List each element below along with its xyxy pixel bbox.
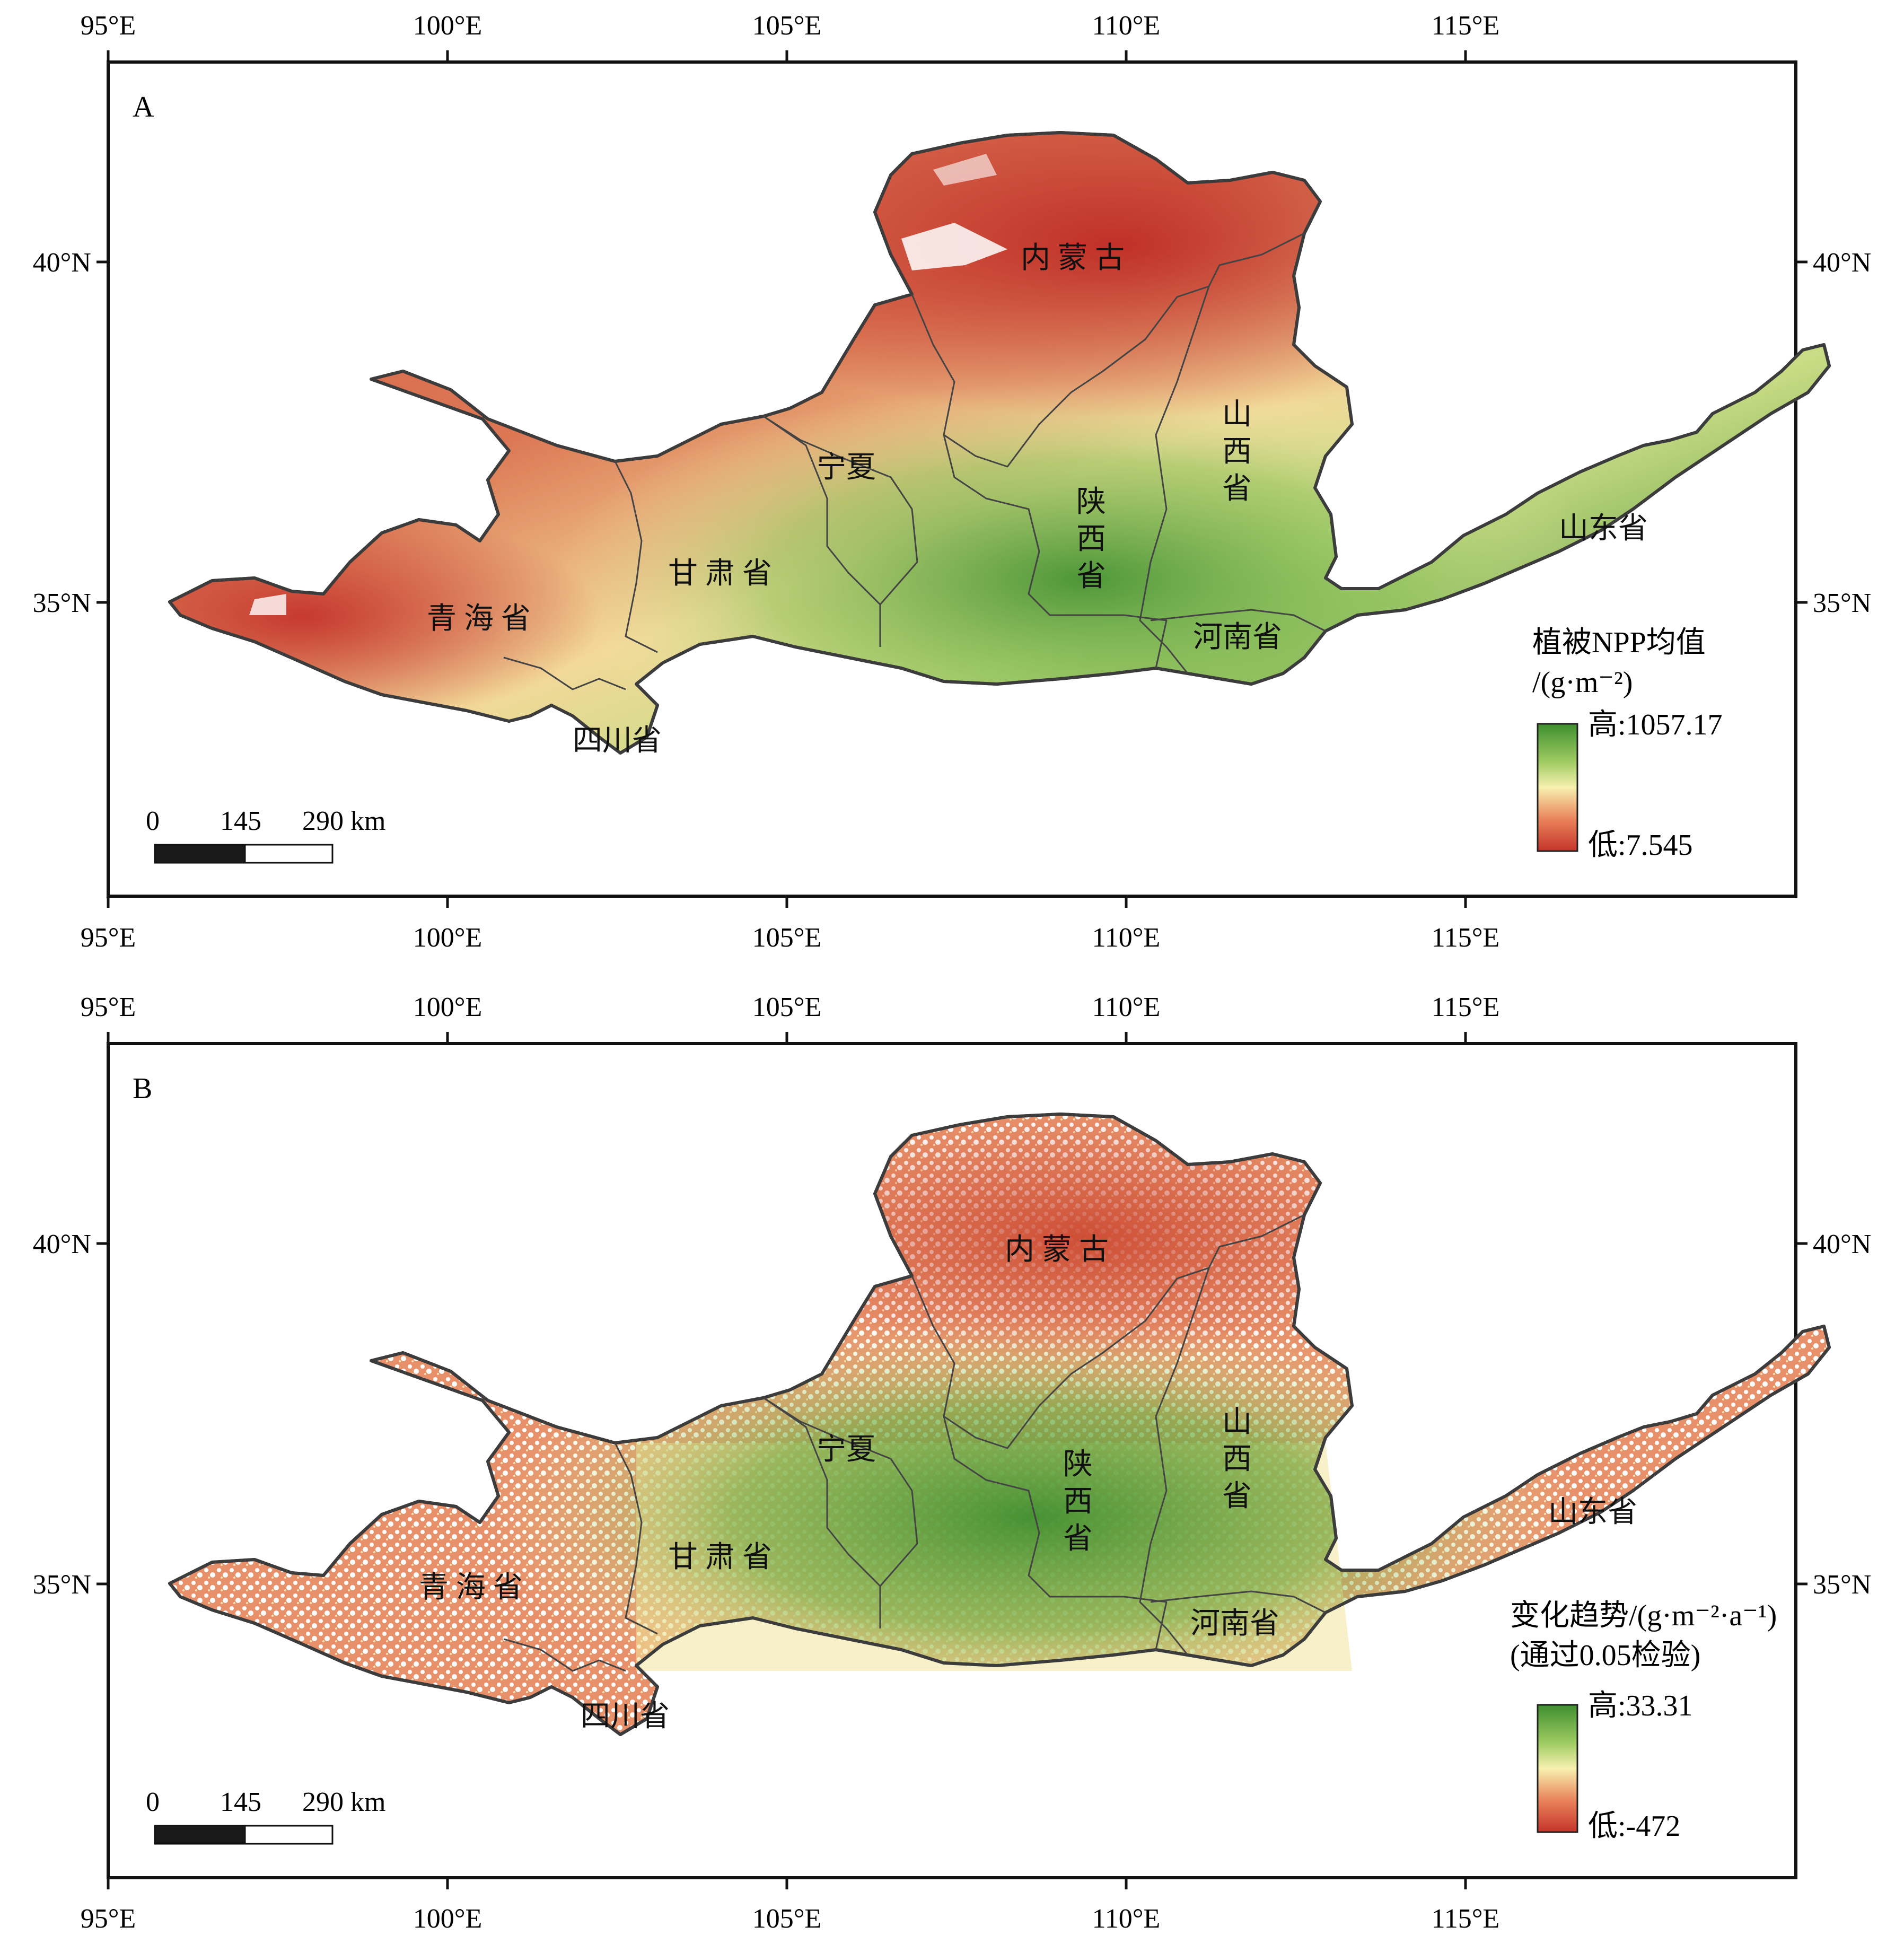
label-shaanxi-b-2: 西 — [1063, 1485, 1093, 1518]
label-henan: 河南省 — [1193, 621, 1282, 654]
label-neimenggu-b: 内 蒙 古 — [1005, 1233, 1109, 1266]
label-gansu-b: 甘 肃 省 — [668, 1541, 772, 1574]
lon-label-top-1-2: 105°E — [752, 992, 822, 1022]
lon-label-top-0-1: 100°E — [413, 11, 482, 41]
lon-label-top-0-2: 105°E — [752, 11, 822, 41]
legend-b-title-1: 变化趋势/(g·m⁻²·a⁻¹) — [1510, 1599, 1777, 1632]
label-shanxi-2: 西 — [1222, 435, 1252, 468]
label-sichuan-b: 四川省 — [581, 1700, 670, 1733]
legend-b-title-2: (通过0.05检验) — [1510, 1639, 1700, 1672]
label-shandong: 山东省 — [1559, 512, 1648, 545]
legend-b-low: 低:-472 — [1588, 1810, 1680, 1843]
legend-a-title-2: /(g·m⁻²) — [1532, 666, 1633, 699]
legend-a-high: 高:1057.17 — [1588, 708, 1723, 741]
lon-label-top-0-4: 115°E — [1432, 11, 1500, 41]
label-henan-b: 河南省 — [1190, 1607, 1279, 1640]
panel-b-map — [170, 1114, 1829, 1735]
label-neimenggu: 内 蒙 古 — [1021, 242, 1125, 275]
label-shanxi-b-1: 山 — [1222, 1406, 1252, 1439]
label-gansu: 甘 肃 省 — [668, 557, 772, 590]
lon-label-bottom-0-0: 95°E — [81, 923, 136, 953]
lon-label-bottom-0-1: 100°E — [413, 923, 482, 953]
legend-a-colorbar — [1537, 723, 1578, 852]
scale-b-label-145: 145 — [220, 1787, 261, 1817]
label-ningxia: 宁夏 — [817, 451, 876, 484]
lat-label-right-1-1: 35°N — [1813, 1570, 1871, 1600]
label-shaanxi-1: 陕 — [1076, 486, 1106, 519]
lon-label-top-1-3: 110°E — [1092, 992, 1161, 1022]
lon-label-top-1-4: 115°E — [1432, 992, 1500, 1022]
legend-a-title-1: 植被NPP均值 — [1532, 626, 1706, 659]
label-shandong-b: 山东省 — [1548, 1496, 1637, 1529]
lon-label-bottom-1-4: 115°E — [1432, 1904, 1500, 1934]
graticule-ticks — [96, 50, 1808, 1889]
panel-b-legend: 变化趋势/(g·m⁻²·a⁻¹) (通过0.05检验) 高:33.31 低:-4… — [1510, 1599, 1777, 1843]
panel-a-province-labels: 内 蒙 古 宁夏 陕 西 省 山 西 省 山东省 甘 肃 省 青 海 省 河南省… — [427, 242, 1648, 757]
lon-label-top-1-1: 100°E — [413, 992, 482, 1022]
lon-label-bottom-1-0: 95°E — [81, 1904, 136, 1934]
lon-label-bottom-0-2: 105°E — [752, 923, 822, 953]
panel-b-province-labels: 内 蒙 古 宁夏 陕 西 省 山 西 省 山东省 甘 肃 省 青 海 省 河南省… — [419, 1233, 1637, 1733]
scale-a-label-145: 145 — [220, 806, 261, 836]
label-shanxi-3: 省 — [1222, 472, 1252, 505]
lat-label-left-1-0: 40°N — [33, 1229, 91, 1259]
lon-label-bottom-0-4: 115°E — [1432, 923, 1500, 953]
label-shanxi-b-3: 省 — [1222, 1480, 1252, 1513]
scale-a-label-0: 0 — [146, 806, 160, 836]
label-shaanxi-2: 西 — [1076, 523, 1106, 556]
scale-b-label-290: 290 km — [302, 1787, 385, 1817]
panel-a-scale-bar: 0 145 290 km — [146, 806, 385, 864]
lon-label-bottom-1-3: 110°E — [1092, 1904, 1161, 1934]
graticule-labels: 95°E 95°E 100°E 100°E 105°E 105°E 110°E 110°E 11… — [33, 11, 1872, 1934]
lat-label-right-0-0: 40°N — [1813, 248, 1871, 278]
panel-a-legend: 植被NPP均值 /(g·m⁻²) 高:1057.17 低:7.545 — [1532, 626, 1723, 862]
legend-a-low: 低:7.545 — [1588, 829, 1693, 862]
label-qinghai-b: 青 海 省 — [419, 1571, 523, 1604]
lon-label-bottom-1-2: 105°E — [752, 1904, 822, 1934]
lon-label-top-0-3: 110°E — [1092, 11, 1161, 41]
legend-b-high: 高:33.31 — [1588, 1689, 1693, 1722]
lon-label-top-1-0: 95°E — [81, 992, 136, 1022]
lat-label-right-1-0: 40°N — [1813, 1229, 1871, 1259]
lon-label-top-0-0: 95°E — [81, 11, 136, 41]
panel-a-letter: A — [133, 91, 154, 124]
label-shanxi-b-2: 西 — [1222, 1443, 1252, 1476]
label-shanxi-1: 山 — [1222, 398, 1252, 431]
lon-label-bottom-1-1: 100°E — [413, 1904, 482, 1934]
panel-b-scale-bar: 0 145 290 km — [146, 1787, 385, 1845]
label-qinghai: 青 海 省 — [427, 602, 531, 635]
panel-b-npp-trend — [107, 1042, 1829, 1879]
label-shaanxi-3: 省 — [1076, 560, 1106, 593]
label-ningxia-b: 宁夏 — [817, 1433, 876, 1466]
legend-b-colorbar — [1537, 1704, 1578, 1833]
label-sichuan: 四川省 — [573, 724, 662, 757]
scale-a-label-290: 290 km — [302, 806, 385, 836]
panel-a-npp-mean — [107, 60, 1829, 898]
scale-b-label-0: 0 — [146, 1787, 160, 1817]
panel-a-map — [170, 133, 1829, 753]
lat-label-left-1-1: 35°N — [33, 1570, 91, 1600]
lat-label-right-0-1: 35°N — [1813, 588, 1871, 618]
lon-label-bottom-0-3: 110°E — [1092, 923, 1161, 953]
lat-label-left-0-0: 40°N — [33, 248, 91, 278]
label-shaanxi-b-1: 陕 — [1063, 1448, 1093, 1481]
panel-b-letter: B — [133, 1072, 152, 1105]
label-shaanxi-b-3: 省 — [1063, 1522, 1093, 1555]
lat-label-left-0-1: 35°N — [33, 588, 91, 618]
